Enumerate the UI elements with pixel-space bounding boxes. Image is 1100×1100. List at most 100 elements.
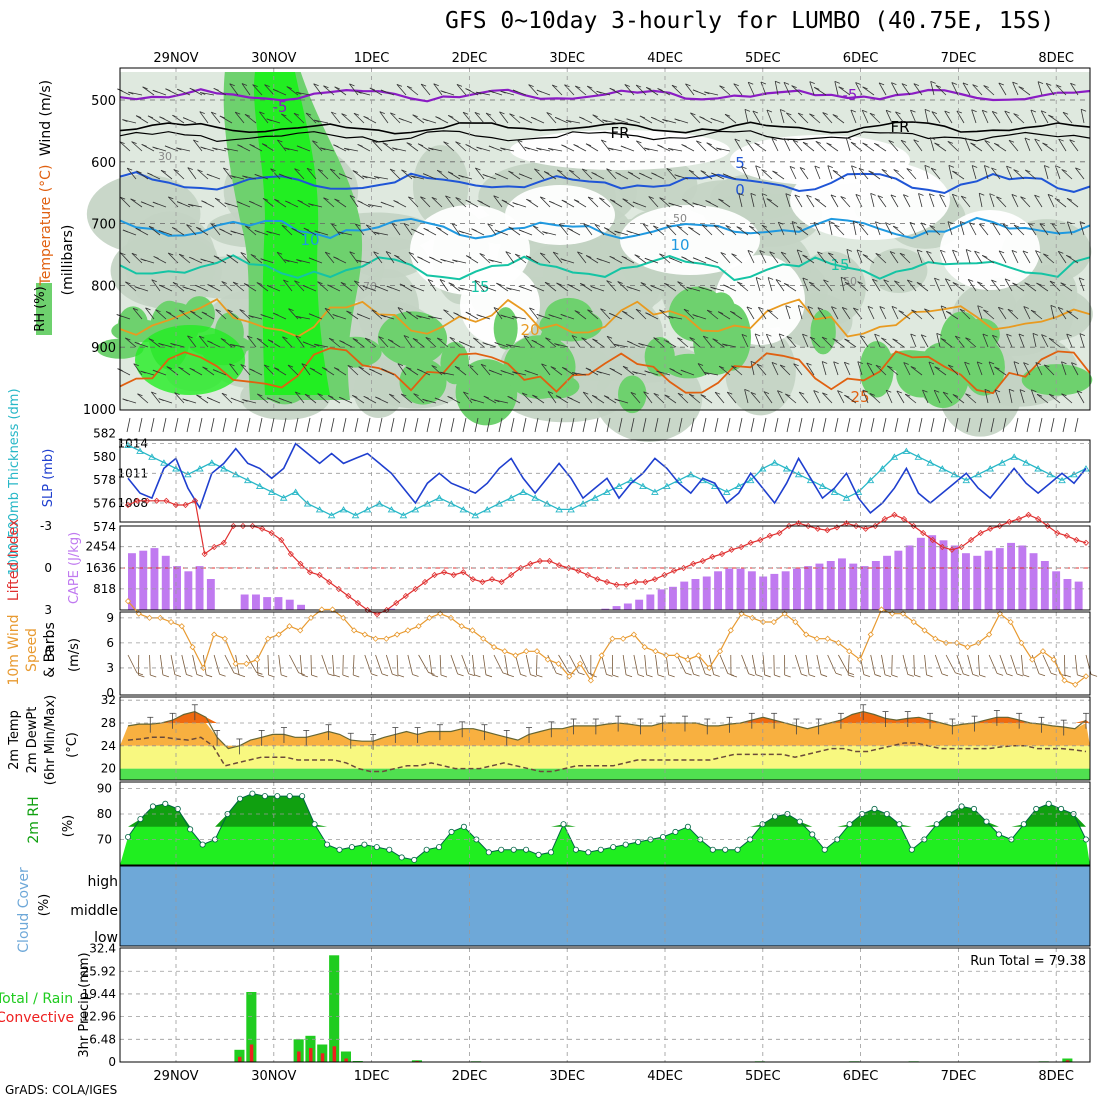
wind-barb-flag <box>689 393 695 397</box>
wind-barb-flag <box>274 198 280 202</box>
wind-barb-flag <box>533 225 539 229</box>
rh2m-point <box>348 844 355 851</box>
rh2m-point <box>1045 800 1052 807</box>
wind-barb-flag <box>417 143 424 147</box>
wind-barb-flag <box>249 144 255 147</box>
wind-barb-flag <box>671 84 678 88</box>
wind-barb <box>368 204 383 208</box>
wind-barb <box>246 417 251 433</box>
wind-barb-flag <box>636 140 642 144</box>
wind-barb-flag <box>397 307 404 310</box>
precip-convective-bar <box>320 1053 325 1063</box>
wind-barb-flag <box>286 86 292 89</box>
wind-barb <box>956 110 965 124</box>
wind-barb-flag <box>273 89 279 92</box>
thickness-point <box>639 482 647 489</box>
rh2m-point <box>871 805 878 812</box>
wind-barb <box>375 654 383 675</box>
wind-barb <box>698 654 706 674</box>
wind-barb <box>1058 138 1067 152</box>
wind-barb-flag <box>281 224 288 228</box>
wind-barb-flag <box>479 253 485 256</box>
wind-barb-flag <box>338 173 345 177</box>
wind-barb-flag <box>834 80 840 84</box>
wind-barb-flag <box>224 147 230 151</box>
wind-barb <box>1050 305 1055 320</box>
wind-barb <box>264 84 275 96</box>
wind-speed-point <box>932 635 939 642</box>
wind-barb <box>456 84 467 96</box>
wind-barb <box>882 417 887 433</box>
wind-barb-flag <box>1048 337 1055 341</box>
wind-barb-flag <box>965 337 971 341</box>
wind-barb <box>600 139 611 152</box>
wind-barb <box>568 654 579 673</box>
wind-barb <box>734 138 743 152</box>
wind-barb-flag <box>382 142 388 146</box>
thickness-point <box>483 506 492 513</box>
wind-barb <box>991 335 1001 348</box>
wind-barb-flag <box>256 337 263 341</box>
wind-barb <box>862 254 875 264</box>
wind-barb <box>172 282 185 292</box>
lifted-index-point <box>488 576 496 583</box>
precip-convective-bar <box>344 1058 348 1062</box>
wind-barb <box>137 393 149 404</box>
wind-barb <box>998 250 1007 264</box>
wind-barb-flag <box>410 285 417 289</box>
precip-total-bar <box>293 1039 304 1063</box>
wind-barb <box>431 197 443 208</box>
wind-barb <box>475 167 485 180</box>
wind-barb-flag <box>713 225 719 228</box>
wind-barb-flag <box>602 119 608 123</box>
wind-barb <box>455 141 467 152</box>
wind-barb-flag <box>612 674 619 678</box>
y-tick-label: 1636 <box>85 561 116 575</box>
slp-axis-title: SLP (mb) <box>41 449 56 508</box>
wind-speed-point <box>189 644 196 651</box>
wind-barb-flag <box>374 285 381 289</box>
wind-barb <box>666 224 677 236</box>
wind-barb-flag <box>308 203 314 207</box>
thickness-point <box>351 511 360 519</box>
lifted-index-point <box>393 599 400 607</box>
wind-barb <box>451 223 461 236</box>
wind-barb <box>874 142 887 152</box>
wind-barb <box>433 83 443 96</box>
wind-speed-point <box>577 660 584 667</box>
wind-barb-flag <box>406 85 413 89</box>
wind-barb-flag <box>431 365 437 368</box>
wind-barb-flag <box>910 366 916 369</box>
wind-barb <box>1018 333 1025 348</box>
wind-barb <box>539 252 551 264</box>
wind-barb-flag <box>552 84 558 88</box>
wind-barb-flag <box>969 222 975 225</box>
wind-barb-flag <box>238 674 246 678</box>
wind-barb-flag <box>992 222 998 226</box>
wind-barb <box>586 85 599 96</box>
wind-barb <box>606 335 617 348</box>
wind-barb-flag <box>700 170 706 174</box>
wind10m-frame <box>119 611 1091 696</box>
wind-barb-flag <box>142 86 148 90</box>
cape-bar <box>184 571 193 610</box>
wind-barb-flag <box>1004 278 1011 282</box>
wind-barb-flag <box>714 391 721 395</box>
thickness-point <box>854 488 863 495</box>
wind-barb-flag <box>632 371 638 374</box>
wind-barb <box>282 336 293 348</box>
wind-barb-flag <box>718 365 725 369</box>
wind-barb-flag <box>476 146 482 150</box>
wind-barb-flag <box>1039 223 1045 226</box>
wind-barb <box>978 417 983 433</box>
wind-barb-flag <box>916 282 923 285</box>
rh2m-point <box>162 800 169 807</box>
wind-barb-flag <box>534 168 540 172</box>
wind-barb <box>594 417 599 433</box>
wind-barb-flag <box>994 142 1000 146</box>
wind-barb <box>426 417 431 433</box>
wind-barb <box>935 85 947 96</box>
wind-barb-flag <box>145 307 151 311</box>
rh2m-point <box>971 805 978 812</box>
y-tick-label: 0 <box>106 686 114 700</box>
